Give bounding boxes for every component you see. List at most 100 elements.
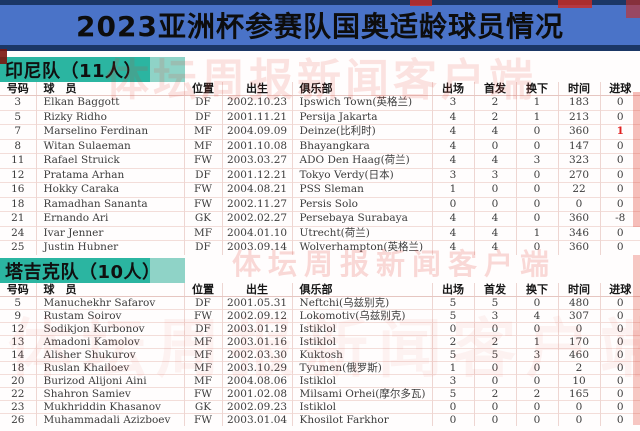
cell-birth: 2001.12.21 xyxy=(221,167,292,183)
cell-position: MF xyxy=(183,138,222,154)
column-header-player: 球 员 xyxy=(35,283,184,297)
team-title-indonesia: 印尼队（11人） xyxy=(5,60,143,82)
table-row: 20 Burizod Alijoni Aini MF 2004.08.06 Istikl… xyxy=(0,374,640,388)
cell-player: Burizod Alijoni Aini xyxy=(35,374,184,388)
cell-subbed: 0 xyxy=(515,124,558,139)
cell-subbed: 1 xyxy=(515,225,558,241)
cell-apps: 5 xyxy=(431,296,474,310)
cell-player: Witan Sulaeman xyxy=(35,138,184,154)
table-body: 5 Manuchekhr Safarov DF 2001.05.31 Neftchi(乌… xyxy=(0,296,640,426)
cell-birth: 2002.03.30 xyxy=(221,348,292,362)
cell-club: ADO Den Haag(荷兰) xyxy=(291,153,432,168)
cell-starts: 4 xyxy=(473,240,516,255)
cell-number: 24 xyxy=(0,225,36,241)
section-indonesia: 印尼队（11人） 号码球 员位置 出生 俱乐部 出场 首发 换下 时间 进球 3 Elkan B… xyxy=(0,57,640,255)
table-row: 22 Shahron Samiev FW 2001.02.08 Milsami Orhe… xyxy=(0,387,640,401)
cell-birth: 2004.09.09 xyxy=(221,124,292,139)
cell-player: Pratama Arhan xyxy=(35,167,184,183)
cell-subbed: 0 xyxy=(515,167,558,183)
column-header-row: 号码球 员位置 出生 俱乐部 出场 首发 换下 时间 进球 xyxy=(0,283,640,297)
cell-player: Ramadhan Sananta xyxy=(35,196,184,212)
cell-subbed: 0 xyxy=(515,361,558,375)
cell-apps: 3 xyxy=(431,374,474,388)
cell-goals: 0 xyxy=(599,196,640,212)
cell-birth: 2003.09.14 xyxy=(221,240,292,255)
table-row: 5 Rizky Ridho DF 2001.11.21 Persija Jakarta 4… xyxy=(0,109,640,125)
table-row: 3 Elkan Baggott DF 2002.10.23 Ipswich Town(英… xyxy=(0,95,640,110)
cell-player: Rustam Soirov xyxy=(35,309,184,323)
cell-position: FW xyxy=(183,182,222,197)
table-body: 3 Elkan Baggott DF 2002.10.23 Ipswich Town(英… xyxy=(0,95,640,255)
cell-subbed: 1 xyxy=(515,109,558,125)
cell-starts: 3 xyxy=(473,167,516,183)
cell-club: Khosilot Farkhor xyxy=(291,413,432,426)
cell-player: Hokky Caraka xyxy=(35,182,184,197)
cell-position: MF xyxy=(183,361,222,375)
cell-number: 20 xyxy=(0,374,36,388)
cell-birth: 2002.09.12 xyxy=(221,309,292,323)
cell-subbed: 2 xyxy=(515,387,558,401)
page-title: 2023亚洲杯参赛队国奥适龄球员情况 xyxy=(76,10,564,43)
cell-position: DF xyxy=(183,95,222,110)
table-head: 号码球 员位置 出生 俱乐部 出场 首发 换下 时间 进球 xyxy=(0,283,640,297)
cell-birth: 2003.10.29 xyxy=(221,361,292,375)
cell-birth: 2001.02.08 xyxy=(221,387,292,401)
cell-starts: 0 xyxy=(473,138,516,154)
cell-minutes: 22 xyxy=(557,182,600,197)
cell-number: 21 xyxy=(0,211,36,226)
cell-goals: 0 xyxy=(599,138,640,154)
cell-position: MF xyxy=(183,335,222,349)
cell-subbed: 1 xyxy=(515,95,558,110)
team-title-tajikistan: 塔吉克队（10人） xyxy=(5,261,161,283)
table-row: 21 Ernando Ari GK 2002.02.27 Persebaya Surab… xyxy=(0,211,640,226)
cell-number: 11 xyxy=(0,153,36,168)
cell-number: 5 xyxy=(0,296,36,310)
cell-club: Persija Jakarta xyxy=(291,109,432,125)
cell-minutes: 183 xyxy=(557,95,600,110)
cell-apps: 4 xyxy=(431,109,474,125)
cell-starts: 0 xyxy=(473,322,516,336)
cell-apps: 4 xyxy=(431,225,474,241)
column-header-position: 位置 xyxy=(183,82,222,96)
cell-club: Ipswich Town(英格兰) xyxy=(291,95,432,110)
cell-apps: 4 xyxy=(431,153,474,168)
cell-goals: 0 xyxy=(599,225,640,241)
cell-subbed: 0 xyxy=(515,182,558,197)
cell-goals: 0 xyxy=(599,335,640,349)
cell-number: 22 xyxy=(0,387,36,401)
cell-apps: 3 xyxy=(431,95,474,110)
table-row: 9 Rustam Soirov FW 2002.09.12 Lokomotiv(乌兹别克… xyxy=(0,309,640,323)
cell-apps: 4 xyxy=(431,211,474,226)
cell-number: 7 xyxy=(0,124,36,139)
cell-minutes: 346 xyxy=(557,225,600,241)
cell-player: Ivar Jenner xyxy=(35,225,184,241)
cell-position: MF xyxy=(183,124,222,139)
cell-apps: 0 xyxy=(431,400,474,414)
cell-player: Elkan Baggott xyxy=(35,95,184,110)
cell-position: DF xyxy=(183,296,222,310)
cell-birth: 2002.11.27 xyxy=(221,196,292,212)
cell-birth: 2002.10.23 xyxy=(221,95,292,110)
cell-goals: 0 xyxy=(599,413,640,426)
cell-minutes: 0 xyxy=(557,413,600,426)
cell-club: Milsami Orhei(摩尔多瓦) xyxy=(291,387,432,401)
cell-goals: 0 xyxy=(599,387,640,401)
cell-position: FW xyxy=(183,413,222,426)
cell-player: Ruslan Khailoev xyxy=(35,361,184,375)
cell-subbed: 1 xyxy=(515,335,558,349)
cell-number: 16 xyxy=(0,182,36,197)
cell-position: GK xyxy=(183,211,222,226)
column-header-apps: 出场 xyxy=(431,82,474,96)
cell-birth: 2003.01.16 xyxy=(221,335,292,349)
cell-number: 9 xyxy=(0,309,36,323)
cell-starts: 0 xyxy=(473,413,516,426)
cell-number: 18 xyxy=(0,361,36,375)
column-header-subbed: 换下 xyxy=(515,82,558,96)
table-row: 18 Ruslan Khailoev MF 2003.10.29 Tyumen(俄罗斯)… xyxy=(0,361,640,375)
cell-starts: 0 xyxy=(473,361,516,375)
cell-position: DF xyxy=(183,167,222,183)
cell-club: Persis Solo xyxy=(291,196,432,212)
cell-starts: 0 xyxy=(473,182,516,197)
table-row: 11 Rafael Struick FW 2003.03.27 ADO Den Haag… xyxy=(0,153,640,168)
cell-goals: 0 xyxy=(599,296,640,310)
